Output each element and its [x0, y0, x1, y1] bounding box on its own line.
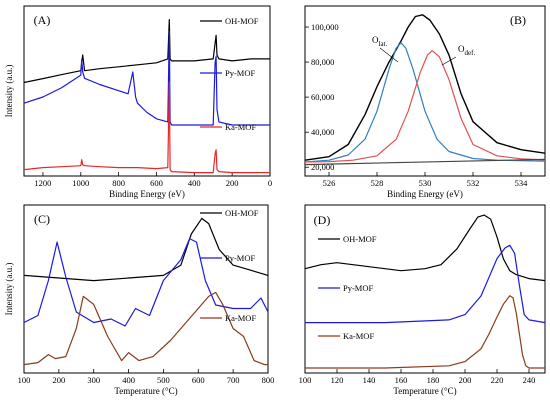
series-line-o-lat-fit: [304, 42, 546, 163]
x-tick-label: 180: [427, 375, 440, 385]
x-tick-label: 1200: [34, 178, 51, 188]
panel-label: (A): [34, 13, 51, 27]
x-tick-label: 800: [112, 178, 125, 188]
x-tick-label: 526: [323, 178, 336, 188]
x-tick-label: 100: [299, 375, 312, 385]
panel-d: 100 120 140 160 180 200 220 240 Temperature (°C)…: [299, 204, 546, 396]
series-line-oh-mof: [23, 217, 269, 282]
x-tick-label: 800: [262, 375, 275, 385]
x-tick-label: 100: [18, 375, 31, 385]
legend-entry: OH-MOF: [343, 234, 377, 244]
x-tick-label: 0: [268, 178, 272, 188]
y-axis-label: Intensity (a.u.): [4, 263, 14, 316]
x-axis-label: Binding Energy (eV): [387, 189, 463, 199]
legend-entry: Py-MOF: [225, 253, 256, 263]
x-tick-label: 534: [515, 178, 529, 188]
legend-entry: Ka-MOF: [225, 122, 256, 132]
x-tick-label: 220: [491, 375, 504, 385]
x-tick-label: 600: [150, 178, 163, 188]
y-tick-label: 40,000: [311, 127, 334, 137]
legend-entry: Ka-MOF: [343, 331, 374, 341]
x-axis-label: Binding Energy (eV): [109, 189, 185, 199]
x-axis-label: Temperature (°C): [114, 386, 177, 396]
x-tick-label: 140: [363, 375, 376, 385]
series-line-envelope: [304, 14, 546, 161]
series-line-py-mof: [23, 238, 269, 327]
x-tick-label: 400: [122, 375, 135, 385]
y-tick-label: 20,000: [311, 162, 334, 172]
y-axis-label: Intensity (a.u.): [4, 65, 14, 118]
panel-a: 1200 1000 800 600 400 200 0 Binding Energy (eV)…: [4, 5, 272, 199]
series-line-ka-mof: [23, 291, 268, 366]
peak-annotation: Odef.: [458, 44, 475, 57]
x-tick-label: 530: [419, 178, 432, 188]
panel-label: (B): [510, 13, 526, 27]
x-tick-label: 300: [87, 375, 100, 385]
y-tick-label: 100,000: [311, 22, 339, 32]
x-tick-label: 1000: [72, 178, 89, 188]
x-tick-label: 200: [226, 178, 239, 188]
x-tick-label: 200: [459, 375, 472, 385]
x-tick-label: 500: [157, 375, 170, 385]
panel-label: (D): [314, 213, 331, 227]
legend-entry: OH-MOF: [225, 208, 259, 218]
x-tick-label: 400: [188, 178, 201, 188]
panel-b: 526 528 530 532 534 Binding Energy (eV) 20,000…: [304, 5, 546, 199]
legend-entry: Ka-MOF: [225, 313, 256, 323]
series-line-py-mof: [23, 30, 270, 126]
x-tick-label: 200: [52, 375, 65, 385]
x-tick-label: 160: [395, 375, 408, 385]
series-line-o-def-fit: [304, 50, 546, 163]
series-line-ka-mof: [23, 81, 270, 174]
x-tick-label: 240: [523, 375, 536, 385]
legend-entry: Py-MOF: [343, 283, 374, 293]
plot-frame: [23, 5, 271, 177]
x-tick-label: 600: [192, 375, 205, 385]
x-tick-label: 528: [371, 178, 384, 188]
x-tick-label: 700: [227, 375, 240, 385]
legend-entry: Py-MOF: [225, 68, 256, 78]
x-axis-label: Temperature (°C): [393, 386, 456, 396]
annotation-leader: [379, 47, 399, 63]
panel-label: (C): [34, 212, 50, 226]
series-line-ka-mof: [305, 295, 545, 369]
panel-c: 100 200 300 400 500 600 700 800 Temperature (°C)…: [4, 204, 275, 396]
x-tick-label: 532: [467, 178, 480, 188]
plot-frame: [304, 5, 546, 177]
series-line-oh-mof: [304, 214, 546, 282]
peak-annotation: Olat.: [372, 35, 387, 48]
series-line-baseline: [304, 158, 546, 166]
x-tick-label: 120: [331, 375, 344, 385]
series-line-py-mof: [305, 244, 546, 324]
y-tick-label: 80,000: [311, 57, 334, 67]
legend-entry: OH-MOF: [225, 16, 259, 26]
plot-frame: [304, 204, 546, 374]
annotation-leader: [441, 56, 457, 66]
y-tick-label: 60,000: [311, 92, 334, 102]
plot-frame: [23, 204, 269, 374]
